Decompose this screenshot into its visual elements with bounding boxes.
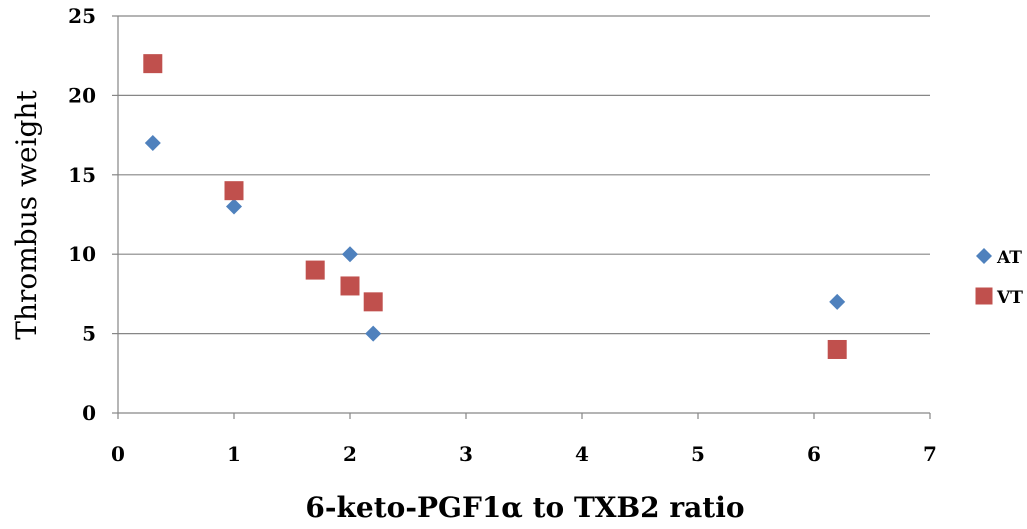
x-tick-label-1: 1 [227, 442, 241, 466]
x-tick-label-5: 5 [691, 442, 705, 466]
at-point-2 [226, 198, 242, 215]
x-tick-label-3: 3 [459, 442, 473, 466]
vt-point-6 [827, 339, 847, 359]
x-tick-label-2: 2 [343, 442, 357, 466]
y-tick-label-15: 15 [68, 163, 96, 187]
x-tick-label-6: 6 [807, 442, 821, 466]
vt-point-2 [224, 181, 244, 201]
x-axis-title: 6-keto-PGF1α to TXB2 ratio [305, 491, 744, 524]
y-tick-label-5: 5 [82, 322, 96, 346]
vt-point-4 [340, 276, 360, 296]
x-tick-labels: 0 1 2 3 4 5 6 7 [111, 442, 937, 466]
at-point-1 [144, 135, 161, 152]
legend-label-at: AT [996, 248, 1022, 268]
y-tick-label-10: 10 [68, 242, 96, 266]
y-tick-label-0: 0 [82, 401, 96, 425]
legend-marker-vt [975, 287, 993, 305]
axes [112, 15, 931, 419]
vt-point-1 [143, 54, 163, 74]
data-points [143, 54, 847, 359]
y-tick-label-25: 25 [68, 4, 96, 28]
legend-marker-at [976, 248, 992, 264]
at-point-5 [829, 293, 846, 310]
legend: AT VT [975, 248, 1023, 308]
y-axis-title: Thrombus weight [10, 90, 43, 340]
y-tick-label-20: 20 [68, 83, 96, 107]
at-point-4 [365, 325, 382, 342]
x-tick-label-4: 4 [575, 442, 589, 466]
at-point-3 [342, 246, 358, 263]
x-tick-label-7: 7 [923, 442, 937, 466]
legend-label-vt: VT [996, 288, 1023, 308]
x-tick-label-0: 0 [111, 442, 125, 466]
vt-point-5 [363, 292, 383, 312]
y-tick-labels: 0 5 10 15 20 25 [68, 4, 96, 425]
gridlines [118, 15, 930, 335]
vt-point-3 [305, 260, 325, 280]
